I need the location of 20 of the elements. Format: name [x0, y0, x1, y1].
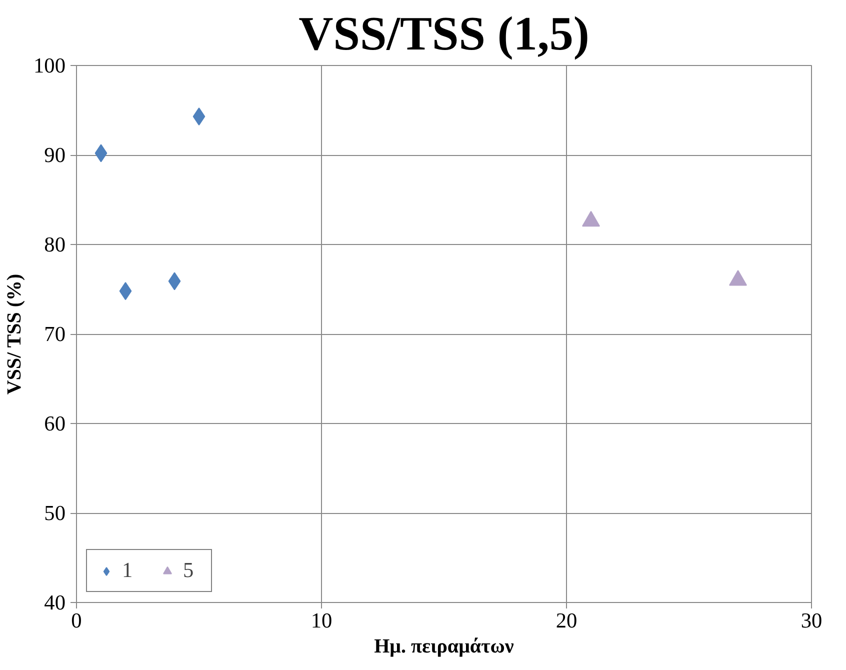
y-tick-label: 60: [44, 412, 66, 436]
legend-label: 1: [122, 558, 134, 583]
x-tick-label: 10: [310, 608, 332, 632]
y-tick-label: 100: [34, 54, 66, 78]
legend-label: 5: [183, 558, 195, 583]
point: [119, 282, 132, 300]
x-tick-label: 20: [556, 608, 578, 632]
y-axis-title: VSS/ TSS (%): [4, 274, 26, 395]
y-tick-label: 70: [44, 322, 66, 346]
y-tick-label: 40: [44, 590, 66, 614]
x-axis-title: Ημ. πειραμάτων: [374, 636, 514, 658]
x-tick-label: 0: [71, 608, 82, 632]
x-tick-label: 30: [800, 608, 822, 632]
point: [168, 272, 181, 290]
point: [94, 144, 108, 162]
y-tick-label: 90: [44, 143, 66, 167]
point: [192, 108, 206, 126]
y-tick-label: 50: [44, 501, 66, 525]
y-tick-label: 80: [44, 232, 66, 256]
chart-title: VSS/TSS (1,5): [298, 8, 590, 60]
